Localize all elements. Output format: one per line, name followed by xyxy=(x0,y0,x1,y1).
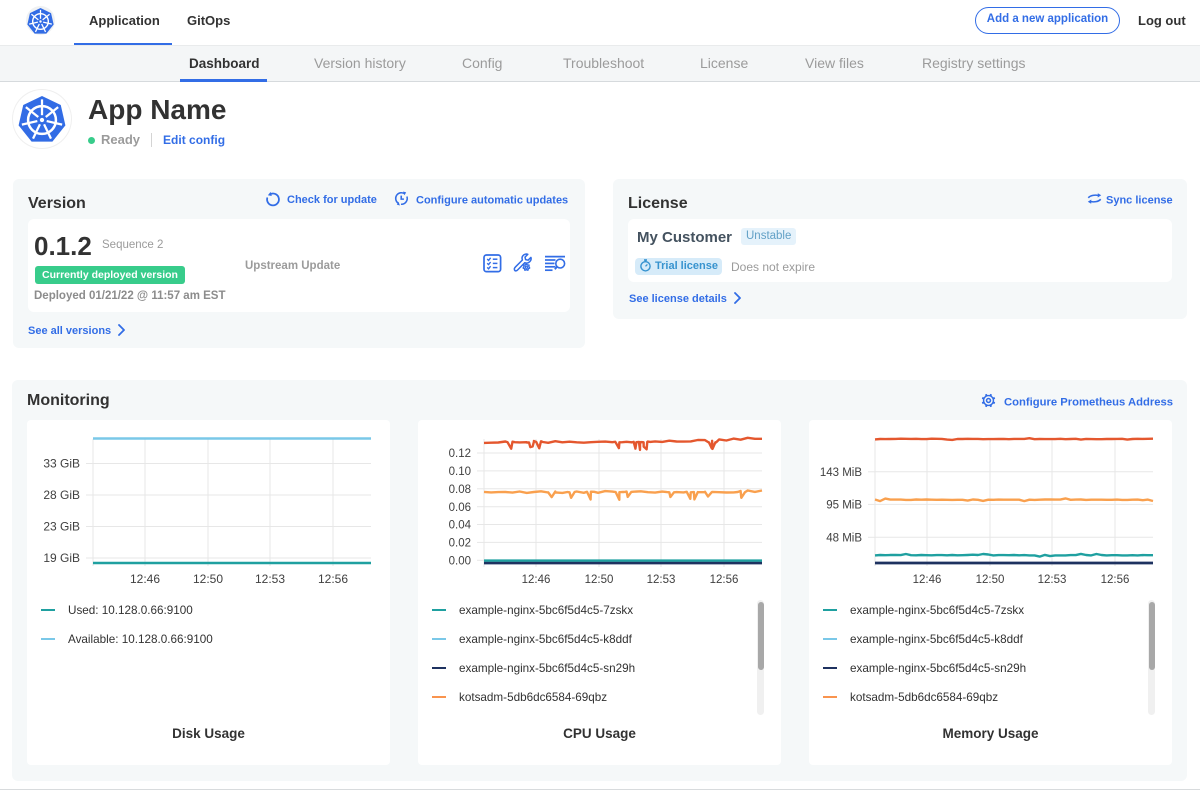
svg-text:0.04: 0.04 xyxy=(449,520,472,532)
svg-text:12:50: 12:50 xyxy=(193,572,223,586)
svg-text:12:53: 12:53 xyxy=(255,572,285,586)
svg-text:0.12: 0.12 xyxy=(449,448,471,460)
svg-text:12:56: 12:56 xyxy=(1101,574,1130,586)
svg-text:0.06: 0.06 xyxy=(449,502,471,514)
svg-text:0.00: 0.00 xyxy=(449,555,471,567)
svg-text:12:56: 12:56 xyxy=(318,572,348,586)
svg-text:0.10: 0.10 xyxy=(449,466,471,478)
svg-text:95 MiB: 95 MiB xyxy=(826,500,862,512)
svg-text:0.08: 0.08 xyxy=(449,484,471,496)
svg-text:12:53: 12:53 xyxy=(647,574,676,586)
svg-text:12:53: 12:53 xyxy=(1038,574,1067,586)
svg-text:12:50: 12:50 xyxy=(976,574,1005,586)
svg-text:0.02: 0.02 xyxy=(449,538,471,550)
svg-text:12:56: 12:56 xyxy=(710,574,739,586)
svg-text:23 GiB: 23 GiB xyxy=(43,520,80,534)
svg-text:143 MiB: 143 MiB xyxy=(820,467,863,479)
svg-text:33 GiB: 33 GiB xyxy=(43,457,80,471)
svg-text:12:50: 12:50 xyxy=(585,574,614,586)
svg-text:12:46: 12:46 xyxy=(913,574,942,586)
svg-text:12:46: 12:46 xyxy=(130,572,160,586)
svg-text:19 GiB: 19 GiB xyxy=(43,551,80,565)
svg-text:28 GiB: 28 GiB xyxy=(43,488,80,502)
svg-text:48 MiB: 48 MiB xyxy=(826,532,862,544)
svg-text:12:46: 12:46 xyxy=(522,574,551,586)
